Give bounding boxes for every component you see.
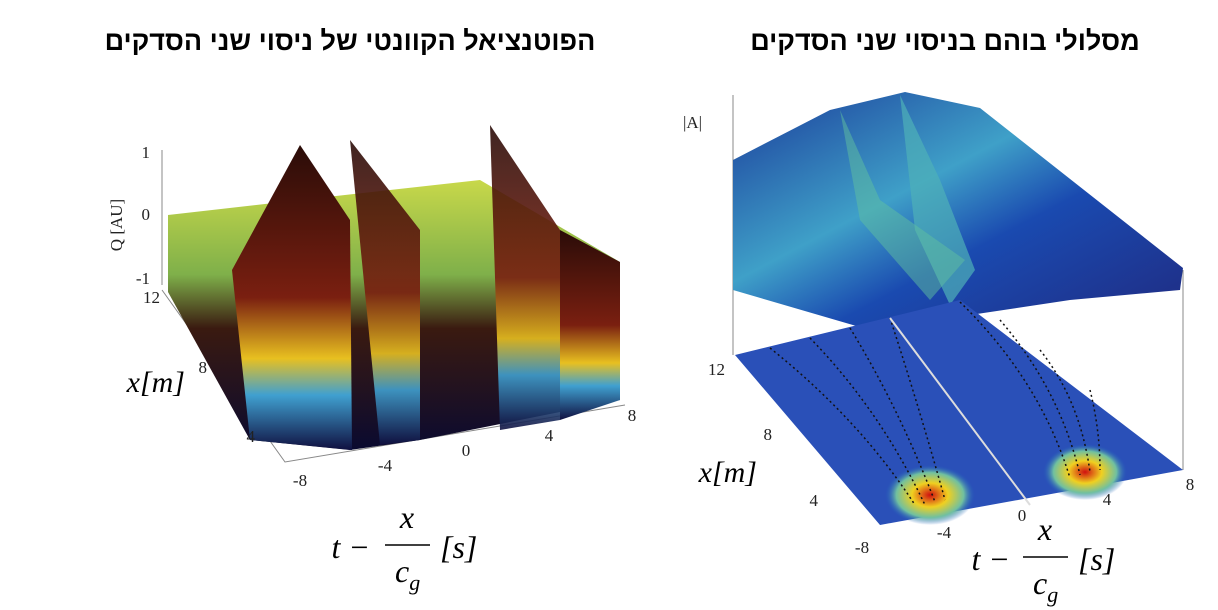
right-title: מסלולי בוהם בניסוי שני הסדקים bbox=[750, 26, 1139, 56]
t-tick-label: 0 bbox=[462, 441, 471, 460]
amplitude-surface bbox=[733, 92, 1183, 330]
x-tick-label: 4 bbox=[247, 427, 256, 446]
surface-ridge bbox=[900, 95, 975, 305]
t-label-num: x bbox=[1037, 511, 1052, 547]
z-tick-label: -1 bbox=[136, 269, 150, 288]
t-label-den-c: c bbox=[1033, 565, 1047, 601]
t-label-unit: [s] bbox=[440, 529, 477, 565]
surface-ridge bbox=[840, 110, 965, 300]
z-axis-label: Q [AU] bbox=[107, 199, 126, 251]
z-axis-label: |A| bbox=[683, 113, 702, 132]
x-tick-label: 12 bbox=[143, 288, 160, 307]
t-tick-label: -8 bbox=[855, 538, 869, 557]
t-tick-label: -8 bbox=[293, 471, 307, 490]
trajectory bbox=[959, 301, 1071, 479]
left-plot: 1 0 -1 Q [AU] 12 8 4 x[m] -8 -4 0 4 8 t … bbox=[107, 125, 636, 595]
surface-ridge bbox=[490, 125, 560, 430]
t-tick-label: -4 bbox=[378, 456, 393, 475]
t-tick-label: 8 bbox=[628, 406, 637, 425]
t-tick-label: 4 bbox=[1103, 490, 1112, 509]
right-plot: |A| 12 8 4 x[m] -8 -4 0 4 8 t − x cg [s] bbox=[683, 92, 1194, 607]
trajectory bbox=[809, 337, 926, 506]
t-label-num: x bbox=[399, 499, 414, 535]
surface-ridge bbox=[350, 140, 420, 445]
t-label-den-c: c bbox=[395, 553, 409, 589]
t-label-den: cg bbox=[1033, 565, 1058, 607]
trajectory bbox=[849, 327, 936, 503]
t-label-unit: [s] bbox=[1078, 541, 1115, 577]
trajectory bbox=[999, 319, 1081, 476]
heatmap-peak bbox=[885, 465, 975, 525]
t-tick-label: 8 bbox=[1186, 475, 1195, 494]
center-line bbox=[889, 317, 1031, 506]
t-tick-label: 0 bbox=[1018, 506, 1027, 525]
z-tick-label: 0 bbox=[142, 205, 151, 224]
t-label-t: t − bbox=[332, 529, 370, 565]
x-axis-label: x[m] bbox=[126, 366, 185, 399]
trajectory bbox=[769, 347, 916, 506]
x-tick-label: 12 bbox=[708, 360, 725, 379]
trajectory bbox=[889, 317, 946, 501]
trajectories bbox=[769, 301, 1101, 506]
left-title: הפוטנציאל הקוונטי של ניסוי שני הסדקים bbox=[105, 26, 596, 56]
heatmap-peak bbox=[1043, 444, 1127, 500]
t-label-sub: g bbox=[409, 570, 420, 595]
z-tick-label: 1 bbox=[142, 143, 151, 162]
t-tick-label: -4 bbox=[937, 523, 952, 542]
x-axis-label: x[m] bbox=[698, 456, 757, 489]
t-label-t: t − bbox=[972, 541, 1010, 577]
t-label-den: cg bbox=[395, 553, 420, 595]
surface-ridge bbox=[560, 230, 620, 420]
x-tick-label: 8 bbox=[199, 358, 208, 377]
x-tick-label: 8 bbox=[764, 425, 773, 444]
trajectory bbox=[1089, 389, 1101, 471]
x-tick-label: 4 bbox=[810, 491, 819, 510]
t-label-sub: g bbox=[1047, 582, 1058, 607]
surface-ridge bbox=[232, 145, 352, 450]
t-tick-label: 4 bbox=[545, 426, 554, 445]
